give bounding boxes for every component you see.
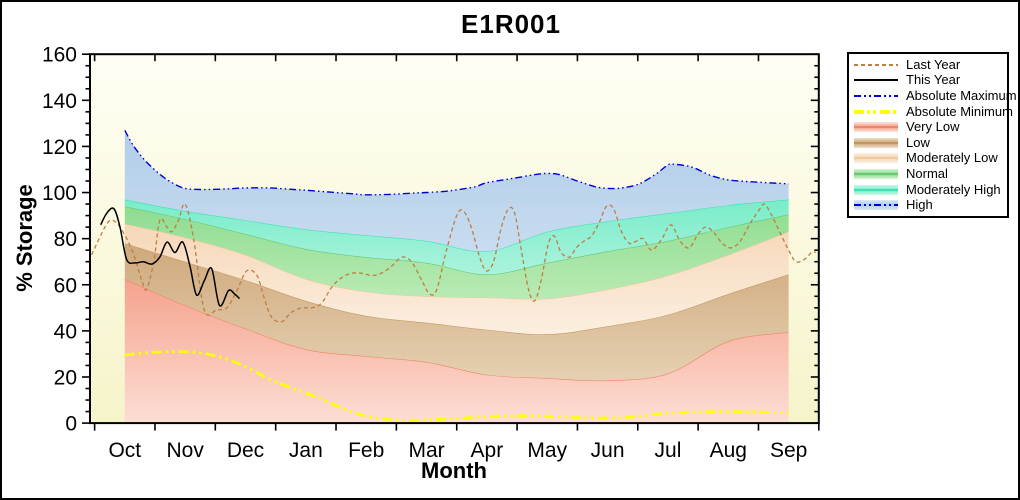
legend-swatch-high <box>854 199 898 211</box>
x-tick-label: Mar <box>408 439 444 462</box>
x-tick-label: Apr <box>471 439 504 462</box>
legend-swatch-absolute-maximum <box>854 90 898 102</box>
legend-swatch-normal <box>854 168 898 180</box>
legend-line-sample <box>854 63 898 66</box>
line-last-year <box>91 203 816 323</box>
legend-line-sample <box>854 94 898 97</box>
legend-band-edge <box>854 157 898 160</box>
x-tick-label: Nov <box>166 439 204 462</box>
band-high <box>124 130 789 252</box>
legend-band-edge <box>854 172 898 175</box>
legend-swatch-very-low <box>854 121 898 133</box>
x-tick-label: Oct <box>108 439 141 462</box>
line-this-year <box>100 207 241 307</box>
legend-item-moderately-high: Moderately High <box>849 181 1007 197</box>
x-tick-label: Dec <box>227 439 264 462</box>
legend-swatch-absolute-minimum <box>854 106 898 118</box>
x-tick-label: Jul <box>655 439 682 462</box>
x-tick-label: Jun <box>591 439 625 462</box>
y-tick-label: 0 <box>65 413 77 436</box>
legend-swatch-moderately-low <box>854 152 898 164</box>
line-absolute-maximum <box>124 129 789 196</box>
legend-label: Absolute Maximum <box>906 87 1017 103</box>
band-very-low <box>124 279 789 424</box>
band-normal <box>124 206 789 300</box>
legend-item-very-low: Very Low <box>849 120 1007 134</box>
legend-item-absolute-maximum: Absolute Maximum <box>849 88 1017 103</box>
band-moderately-low <box>124 223 789 335</box>
axis-labels: 0 20 40 60 80 100 120 140 160 Oct Nov Dec Jan Feb Mar A… <box>12 44 807 483</box>
legend-line-sample <box>854 79 898 82</box>
x-tick-label: Jan <box>289 439 323 462</box>
line-absolute-minimum <box>124 350 789 422</box>
legend-band-edge <box>854 141 898 144</box>
y-tick-label: 80 <box>54 228 77 251</box>
legend-line-sample <box>854 204 898 207</box>
y-axis-title: % Storage <box>12 184 37 292</box>
band-moderately-high <box>124 199 789 275</box>
y-tick-label: 100 <box>42 182 77 205</box>
data-lines <box>91 129 816 422</box>
legend-label: Moderately High <box>906 181 1001 197</box>
legend-label: Last Year <box>906 56 961 72</box>
legend-item-absolute-minimum: Absolute Minimum <box>849 104 1013 119</box>
y-tick-label: 60 <box>54 274 77 297</box>
x-axis-title: Month <box>421 458 487 483</box>
y-tick-label: 40 <box>54 320 77 343</box>
legend-label: Low <box>906 134 930 150</box>
x-tick-label: Sep <box>770 439 807 462</box>
legend-swatch-low <box>854 137 898 149</box>
legend-label: Moderately Low <box>906 150 998 166</box>
legend-label: Absolute Minimum <box>906 103 1013 119</box>
legend-band-edge <box>854 188 898 191</box>
band-low <box>124 243 789 381</box>
legend-band-edge <box>854 126 898 129</box>
legend-item-last-year: Last Year <box>849 56 1007 72</box>
legend-item-low: Low <box>849 134 1007 150</box>
legend-label: This Year <box>906 72 961 88</box>
x-tick-label: Aug <box>710 439 747 462</box>
legend-label: Very Low <box>906 119 960 135</box>
legend-label: High <box>906 197 933 213</box>
legend-item-normal: Normal <box>849 165 1007 181</box>
legend-line-sample <box>854 109 898 114</box>
legend-swatch-moderately-high <box>854 184 898 196</box>
x-tick-label: Feb <box>348 439 384 462</box>
legend-item-this-year: This Year <box>849 73 1007 87</box>
legend-item-high: High <box>849 198 1007 212</box>
page-title: E1R001 <box>461 9 561 39</box>
legend-swatch-this-year <box>854 74 898 86</box>
y-tick-label: 160 <box>42 44 77 67</box>
legend-box: Last Year This Year Absolute Maximum Absolu… <box>847 52 1017 218</box>
y-tick-label: 120 <box>42 136 77 159</box>
legend-label: Normal <box>906 165 948 181</box>
y-tick-label: 140 <box>42 90 77 113</box>
legend-item-moderately-low: Moderately Low <box>849 151 1007 165</box>
axis-ticks <box>82 53 820 431</box>
y-tick-label: 20 <box>54 366 77 389</box>
x-tick-label: May <box>527 439 567 462</box>
legend-swatch-last-year <box>854 59 898 71</box>
percentile-bands <box>124 130 789 424</box>
